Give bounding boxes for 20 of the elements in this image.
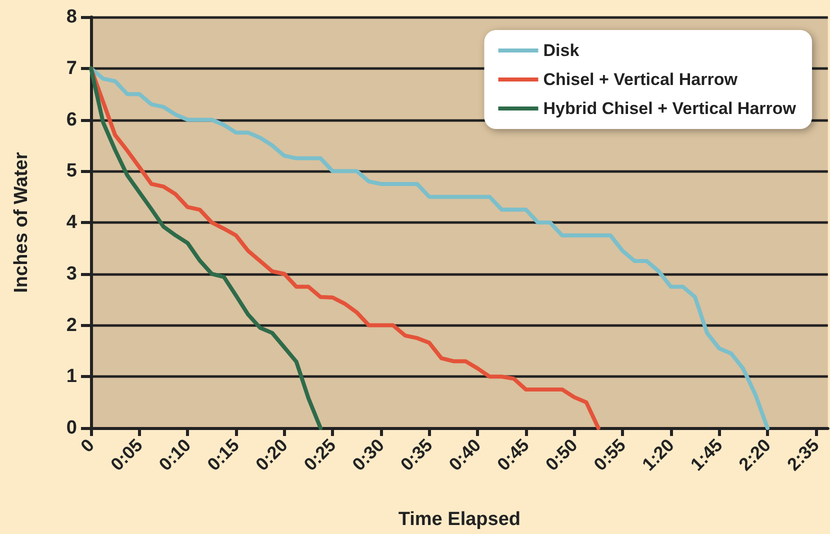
- y-tick-label: 5: [66, 160, 78, 182]
- x-tick-label: 0:10: [155, 434, 195, 475]
- y-tick-label: 4: [66, 212, 78, 233]
- x-axis-title: Time Elapsed: [398, 509, 521, 530]
- y-tick-label: 7: [66, 58, 77, 79]
- x-tick-label: 0:20: [252, 434, 292, 475]
- legend-label: Chisel + Vertical Harrow: [543, 70, 738, 89]
- y-tick-label: 0: [66, 418, 77, 438]
- legend-label: Hybrid Chisel + Vertical Harrow: [543, 99, 797, 118]
- x-tick-label: 0:40: [445, 434, 485, 475]
- y-tick-label: 1: [66, 366, 78, 388]
- legend-label: Disk: [543, 41, 580, 60]
- line-series: [89, 66, 323, 430]
- y-tick-label: 8: [66, 6, 77, 28]
- x-tick-label: 0:50: [542, 434, 582, 475]
- y-tick-label: 2: [66, 314, 77, 336]
- x-tick-label: 0:30: [348, 434, 388, 475]
- y-tick-label: 3: [66, 263, 77, 284]
- y-tick-label: 6: [66, 109, 77, 130]
- y-axis-title: Inches of Water: [11, 152, 32, 293]
